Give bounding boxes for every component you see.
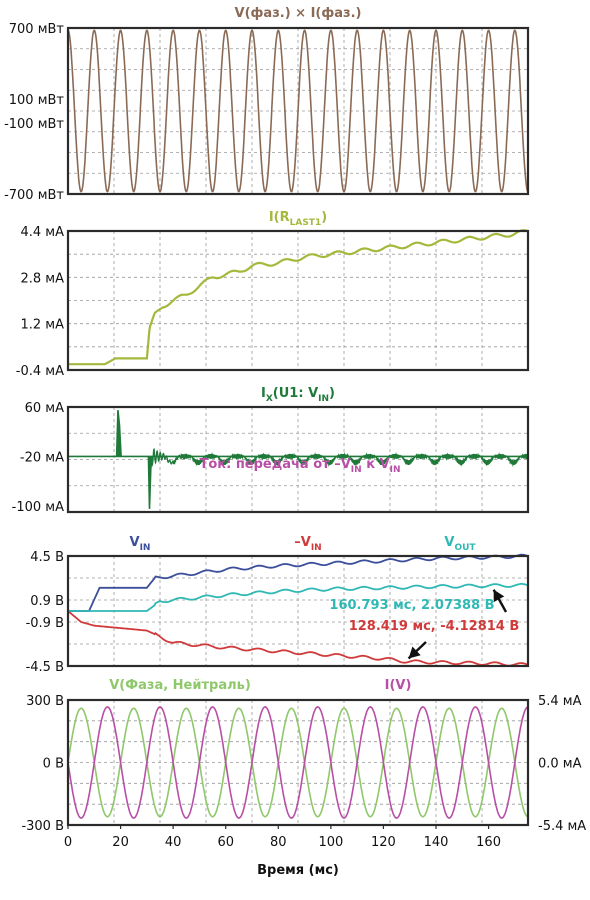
- plot-frame: [66, 405, 530, 514]
- title-subscript: IN: [311, 543, 322, 553]
- x-tick-label: 100: [318, 835, 343, 850]
- title-part: (U1: V: [273, 386, 318, 401]
- cursor-annotation: 160.793 мс, 2.07388 В: [329, 598, 494, 613]
- annotation-text: Ток: передача от –VIN к VIN: [199, 457, 400, 475]
- title-subscript: IN: [140, 543, 151, 553]
- y-tick-label: -4.5 В: [26, 660, 64, 675]
- cursor-arrow-head: [408, 646, 421, 659]
- series-line: [67, 707, 529, 818]
- series-line: [68, 553, 529, 612]
- grid-lines: [68, 231, 528, 370]
- y-tick-label: 4.5 В: [30, 550, 64, 565]
- title-subscript: IN: [318, 394, 329, 404]
- y-tick-label: 700 мВт: [9, 22, 65, 37]
- title-part: к V: [362, 457, 390, 472]
- current-spike: [115, 410, 122, 457]
- series-line: [67, 29, 529, 193]
- y-tick-label: -20 мА: [20, 450, 64, 465]
- title-part: I(R: [269, 210, 290, 225]
- x-tick-label: 40: [165, 835, 182, 850]
- title-subscript: X: [266, 394, 273, 404]
- x-tick-label: 140: [424, 835, 449, 850]
- y-tick-label: -5.4 мА: [538, 819, 586, 834]
- series-line: [151, 447, 529, 468]
- title-subscript: IN: [351, 465, 362, 475]
- y-tick-label: -700 мВт: [4, 188, 64, 203]
- panel-title: I(RLAST1): [269, 210, 327, 228]
- y-tick-label: 5.4 мА: [538, 694, 582, 709]
- plot-frame: [66, 554, 530, 668]
- y-tick-label: -100 мВт: [4, 117, 64, 132]
- y-tick-label: -0.9 В: [26, 616, 64, 631]
- y-tick-label: 1.2 мА: [20, 318, 64, 333]
- y-tick-label: 2.8 мА: [20, 271, 64, 286]
- title-part: I: [261, 386, 266, 401]
- series-line: [67, 706, 529, 819]
- plot-frame: [66, 698, 530, 827]
- y-tick-label: -0.4 мА: [16, 364, 64, 379]
- series-line: [68, 583, 529, 612]
- y-tick-label: -100 мА: [12, 500, 64, 515]
- x-tick-label: 120: [371, 835, 396, 850]
- y-tick-label: 100 мВт: [9, 93, 65, 108]
- legend-label: –VIN: [294, 535, 321, 553]
- title-subscript: LAST1: [290, 218, 322, 228]
- x-tick-label: 80: [270, 835, 287, 850]
- series-line: [67, 610, 529, 667]
- series-line: [68, 229, 529, 366]
- x-axis-label: Время (мс): [257, 863, 339, 878]
- plot-frame: [66, 26, 530, 196]
- legend-label: VOUT: [444, 535, 476, 553]
- title-part: –V: [294, 535, 311, 550]
- y-tick-label: 0.0 мА: [538, 757, 582, 772]
- y-tick-label: 0.9 В: [30, 594, 64, 609]
- legend-label: V(Фаза, Нейтраль): [109, 678, 251, 693]
- current-spike: [147, 456, 153, 509]
- y-tick-label: 0 В: [43, 757, 64, 772]
- cursor-annotation: 128.419 мс, -4.12814 В: [349, 619, 520, 634]
- panel-title: IX(U1: VIN): [261, 386, 335, 404]
- title-part: Ток: передача от –V: [199, 457, 350, 472]
- panel-title: V(фаз.) × I(фаз.): [235, 6, 362, 21]
- legend-label: I(V): [385, 678, 412, 693]
- cursor-arrow-head: [493, 589, 505, 603]
- plot-frame: [66, 229, 530, 372]
- x-tick-label: 160: [476, 835, 501, 850]
- title-part: V: [130, 535, 140, 550]
- title-part: ): [329, 386, 335, 401]
- y-tick-label: 4.4 мА: [20, 225, 64, 240]
- title-part: ): [321, 210, 327, 225]
- legend-label: VIN: [130, 535, 151, 553]
- grid-lines: [68, 700, 528, 825]
- title-subscript: IN: [390, 465, 401, 475]
- x-tick-label: 0: [64, 835, 72, 850]
- x-tick-label: 60: [217, 835, 234, 850]
- title-part: V: [444, 535, 454, 550]
- title-subscript: OUT: [454, 543, 476, 553]
- y-tick-label: -300 В: [21, 819, 64, 834]
- y-tick-label: 60 мА: [25, 401, 64, 416]
- y-tick-label: 300 В: [26, 694, 64, 709]
- x-tick-label: 20: [112, 835, 129, 850]
